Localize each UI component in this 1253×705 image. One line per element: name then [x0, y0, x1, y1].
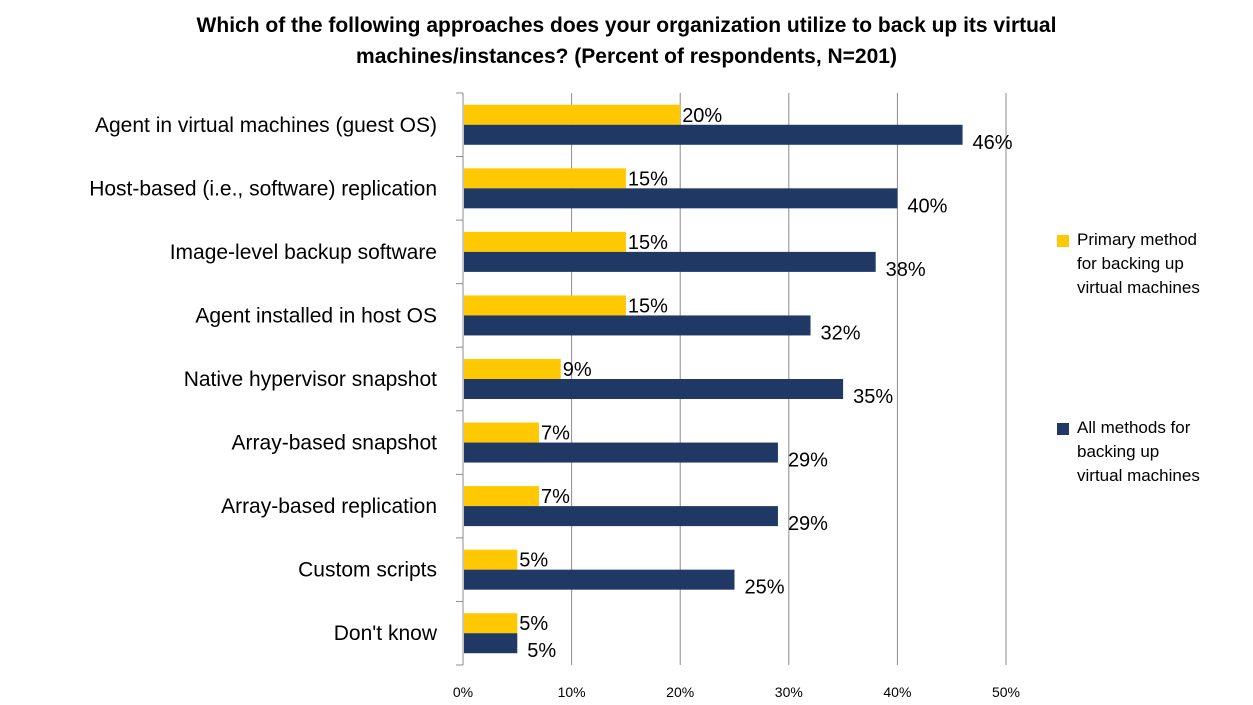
data-label-all-image-level-backup-software: 38%: [886, 259, 926, 281]
legend-swatch-all: [1057, 423, 1069, 435]
legend-all-line-3: virtual machines: [1077, 466, 1200, 485]
legend-label-primary: Primary method for backing up virtual ma…: [1077, 228, 1247, 300]
bars: [464, 104, 963, 654]
bar-all-don-t-know: [464, 633, 518, 654]
data-label-primary-host-based-i-e-software-replication: 15%: [628, 168, 668, 190]
bar-primary-array-based-replication: [464, 486, 540, 507]
data-label-all-native-hypervisor-snapshot: 35%: [853, 386, 893, 408]
bar-primary-agent-installed-in-host-os: [464, 295, 626, 316]
data-label-primary-don-t-know: 5%: [519, 613, 548, 635]
bar-all-host-based-i-e-software-replication: [464, 188, 898, 209]
legend-primary-line-1: Primary method: [1077, 230, 1197, 249]
bar-primary-array-based-snapshot: [464, 422, 540, 443]
bar-all-custom-scripts: [464, 569, 735, 590]
bar-all-array-based-replication: [464, 506, 778, 527]
data-label-all-array-based-replication: 29%: [788, 513, 828, 535]
data-label-all-agent-in-virtual-machines-guest-os: 46%: [973, 132, 1013, 154]
data-label-all-custom-scripts: 25%: [745, 577, 785, 599]
data-label-all-array-based-snapshot: 29%: [788, 450, 828, 472]
bar-primary-host-based-i-e-software-replication: [464, 168, 626, 189]
bar-all-agent-in-virtual-machines-guest-os: [464, 124, 963, 145]
data-label-all-host-based-i-e-software-replication: 40%: [907, 195, 947, 217]
bar-primary-custom-scripts: [464, 549, 518, 570]
category-label-array-based-replication: Array-based replication: [221, 495, 437, 518]
legend-primary-line-3: virtual machines: [1077, 278, 1200, 297]
bar-all-native-hypervisor-snapshot: [464, 379, 844, 399]
data-label-primary-array-based-snapshot: 7%: [541, 423, 570, 445]
legend-all-line-1: All methods for: [1077, 418, 1191, 437]
x-tick-label-40: 40%: [883, 684, 911, 700]
data-label-all-agent-installed-in-host-os: 32%: [821, 322, 861, 344]
category-label-custom-scripts: Custom scripts: [298, 559, 437, 582]
bar-all-array-based-snapshot: [464, 442, 778, 463]
bar-primary-agent-in-virtual-machines-guest-os: [464, 104, 681, 125]
bar-all-agent-installed-in-host-os: [464, 315, 811, 336]
bar-primary-native-hypervisor-snapshot: [464, 359, 561, 379]
chart-title-line-1: Which of the following approaches does y…: [196, 14, 1057, 37]
category-label-image-level-backup-software: Image-level backup software: [170, 241, 437, 264]
data-label-primary-agent-in-virtual-machines-guest-os: 20%: [682, 105, 722, 127]
x-tick-label-30: 30%: [775, 684, 803, 700]
bar-all-image-level-backup-software: [464, 251, 876, 272]
legend-swatch-primary: [1057, 235, 1069, 247]
data-label-primary-array-based-replication: 7%: [541, 486, 570, 508]
category-label-host-based-i-e-software-replication: Host-based (i.e., software) replication: [89, 177, 437, 200]
legend-label-all: All methods for backing up virtual machi…: [1077, 416, 1247, 488]
data-label-all-don-t-know: 5%: [527, 640, 556, 662]
x-tick-label-0: 0%: [453, 684, 473, 700]
data-label-primary-image-level-backup-software: 15%: [628, 232, 668, 254]
x-tick-label-20: 20%: [666, 684, 694, 700]
bar-primary-image-level-backup-software: [464, 231, 626, 252]
data-label-primary-native-hypervisor-snapshot: 9%: [563, 359, 592, 381]
x-tick-label-10: 10%: [558, 684, 586, 700]
category-label-array-based-snapshot: Array-based snapshot: [232, 432, 438, 455]
x-tick-label-50: 50%: [992, 684, 1020, 700]
chart-title: Which of the following approaches does y…: [0, 10, 1253, 72]
category-label-native-hypervisor-snapshot: Native hypervisor snapshot: [184, 368, 437, 391]
category-labels: Agent in virtual machines (guest OS) Host…: [89, 114, 438, 645]
category-label-don-t-know: Don't know: [334, 622, 438, 645]
data-label-primary-custom-scripts: 5%: [519, 550, 548, 572]
legend-primary-line-2: for backing up: [1077, 254, 1184, 273]
data-label-primary-agent-installed-in-host-os: 15%: [628, 295, 668, 317]
category-label-agent-in-virtual-machines-guest-os: Agent in virtual machines (guest OS): [95, 114, 437, 137]
legend-all-line-2: backing up: [1077, 442, 1160, 461]
x-tick-labels: 0% 10% 20% 30% 40% 50%: [453, 684, 1020, 700]
y-axis: [456, 92, 464, 666]
chart-title-line-2: machines/instances? (Percent of responde…: [356, 45, 897, 68]
bar-primary-don-t-know: [464, 613, 518, 634]
data-labels: 20% 46% 15% 40% 15% 38% 15% 32% 9% 35% 7% 29% 7% 29% 5…: [519, 105, 1013, 662]
category-label-agent-installed-in-host-os: Agent installed in host OS: [195, 304, 437, 327]
